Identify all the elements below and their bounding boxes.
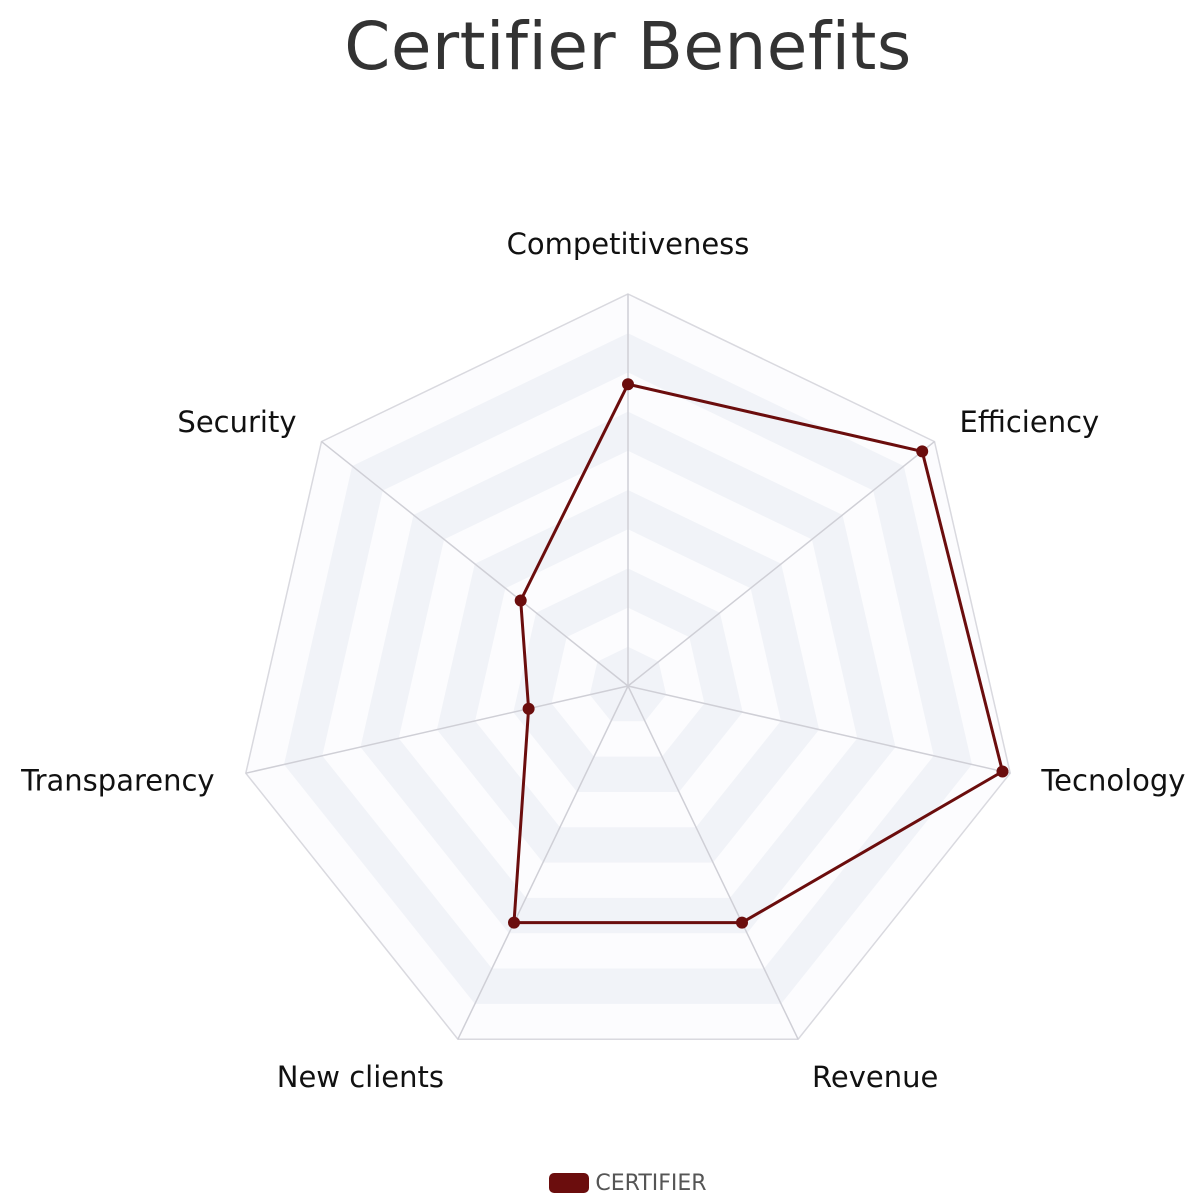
data-point-security[interactable] — [514, 594, 527, 607]
series-line-certifier — [512, 382, 1004, 925]
spoke-transparency — [245, 685, 629, 774]
data-point-new-clients[interactable] — [508, 916, 520, 929]
data-point-competitiveness[interactable] — [622, 378, 634, 391]
legend-label: CERTIFIER — [595, 1171, 707, 1196]
spoke-revenue — [627, 685, 799, 1040]
axis-label-efficiency: Efficiency — [960, 405, 1100, 439]
spoke-efficiency — [627, 441, 935, 687]
axis-labels: Competitiveness Efficiency Tecnology Revenu… — [20, 227, 1185, 1094]
radar-spokes — [245, 294, 1011, 1040]
legend[interactable]: CERTIFIER — [0, 1171, 1200, 1196]
axis-label-tecnology: Tecnology — [1040, 763, 1185, 797]
axis-label-new-clients: New clients — [277, 1060, 444, 1094]
spoke-security — [321, 441, 629, 687]
radar-series — [508, 378, 1009, 929]
axis-label-competitiveness: Competitiveness — [507, 227, 750, 261]
data-point-revenue[interactable] — [736, 916, 748, 929]
data-point-efficiency[interactable] — [916, 445, 929, 458]
legend-swatch — [549, 1173, 590, 1193]
grid-outline — [244, 293, 1012, 1040]
data-point-tecnology[interactable] — [996, 765, 1009, 778]
chart-title: Certifier Benefits — [344, 8, 912, 85]
axis-label-transparency: Transparency — [20, 763, 214, 797]
spoke-tecnology — [627, 685, 1011, 774]
spoke-new-clients — [457, 685, 629, 1040]
axis-label-security: Security — [177, 405, 296, 439]
axis-label-revenue: Revenue — [812, 1060, 938, 1094]
data-point-transparency[interactable] — [522, 702, 535, 715]
